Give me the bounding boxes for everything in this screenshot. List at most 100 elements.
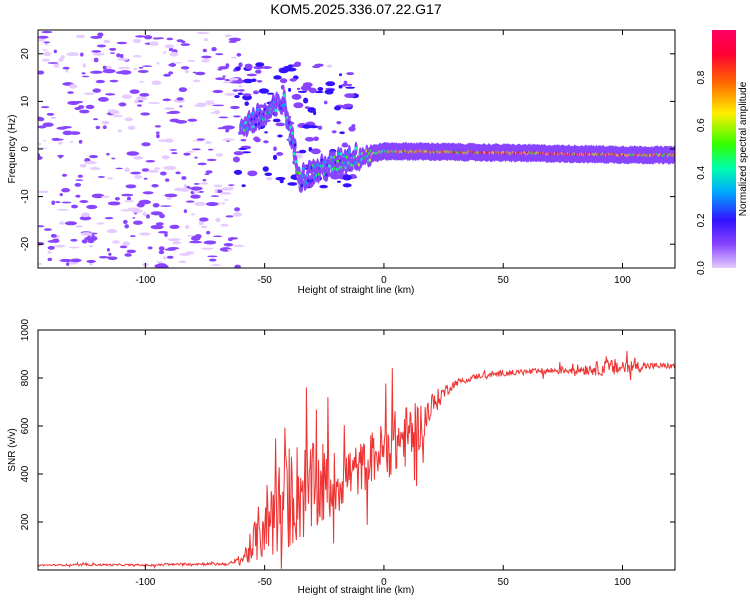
spectrogram-noise-cell (61, 187, 71, 193)
spectrogram-noise-cell (85, 104, 95, 110)
spectrogram-noise-cell (207, 255, 218, 258)
spectrogram-noise-cell (136, 97, 148, 101)
spectrogram-noise-cell (205, 100, 215, 103)
spectrogram-cell (343, 80, 348, 87)
spectrogram-ridge-cell (291, 131, 294, 135)
spectrogram-cell (345, 86, 356, 89)
spectrogram-noise-cell (117, 129, 122, 133)
snr-x-axis-label: Height of straight line (km) (298, 585, 415, 596)
snr-background (38, 330, 675, 570)
spectrogram-noise-cell (130, 171, 142, 175)
spectrogram-noise-cell (89, 166, 101, 171)
spectrogram-noise-cell (232, 89, 239, 92)
spectrogram-cell (327, 88, 336, 91)
spectrogram-noise-cell (142, 65, 153, 67)
spectrogram-noise-cell (233, 212, 242, 217)
spectrogram-noise-cell (194, 71, 206, 76)
spectrogram-noise-cell (162, 98, 172, 102)
spectrogram-noise-cell (75, 179, 84, 182)
snr-y-axis-label: SNR (v/v) (7, 428, 18, 471)
spectrogram-noise-cell (180, 66, 190, 70)
spectrogram-noise-cell (161, 155, 170, 160)
spectrogram-noise-cell (138, 66, 144, 69)
spectrogram-noise-cell (155, 131, 160, 134)
spectrogram-noise-cell (41, 30, 53, 34)
spectrogram-noise-cell (149, 41, 159, 46)
spectrogram-noise-cell (117, 57, 129, 61)
spectrogram-noise-cell (163, 73, 171, 77)
spectrogram-cell (238, 62, 243, 68)
spectrogram-noise-cell (217, 68, 223, 71)
spectrogram-noise-cell (206, 158, 217, 162)
spectrogram-noise-cell (146, 214, 150, 219)
spectrogram-noise-cell (123, 219, 128, 224)
spectrogram-noise-cell (133, 220, 143, 225)
spectrogram-noise-cell (127, 125, 136, 131)
spectrogram-noise-cell (187, 150, 195, 153)
spectrogram-cell (263, 140, 269, 144)
spectrogram-noise-cell (209, 258, 217, 262)
spectrogram-noise-cell (109, 47, 117, 51)
spectrogram-noise-cell (137, 69, 149, 73)
spectrogram-cell (312, 65, 321, 69)
colorbar-tick-label: 0.8 (696, 70, 707, 84)
spectrogram-noise-cell (124, 167, 130, 173)
spectrogram-noise-cell (117, 66, 131, 70)
spectrogram-noise-cell (200, 182, 209, 185)
spectrogram-noise-cell (187, 118, 198, 122)
spectrogram-noise-cell (135, 35, 146, 38)
x-tick-label: -50 (257, 577, 272, 588)
spectrogram-noise-cell (126, 249, 137, 254)
spectrogram-noise-cell (215, 77, 226, 81)
spectrogram-noise-cell (124, 117, 133, 122)
spectrogram-noise-cell (97, 97, 109, 102)
spectrogram-noise-cell (134, 175, 143, 179)
spectrogram-noise-cell (80, 232, 92, 236)
snr-y-ticks: 200 400 600 800 1000 (20, 318, 675, 530)
spectrogram-noise-cell (65, 68, 69, 73)
spectrogram-noise-cell (58, 155, 63, 159)
spectrogram-noise-cell (38, 117, 45, 122)
spectrogram-noise-cell (192, 148, 201, 151)
spectrogram-cell (303, 97, 309, 104)
spectrogram-noise-cell (213, 235, 223, 238)
spectrogram-noise-cell (202, 48, 207, 53)
spectrogram-noise-cell (223, 199, 229, 201)
spectrogram-noise-cell (169, 149, 178, 151)
spectrogram-noise-cell (143, 177, 148, 180)
spectrogram-noise-cell (81, 239, 88, 244)
spectrogram-noise-cell (160, 205, 172, 207)
spectrogram-noise-cell (41, 58, 50, 62)
spectrogram-cell (300, 85, 312, 91)
spectrogram-noise-cell (112, 240, 120, 244)
spectrogram-noise-cell (202, 178, 207, 182)
spectrogram-noise-cell (165, 111, 176, 114)
spectrogram-cell (276, 152, 284, 156)
spectrogram-noise-cell (189, 186, 203, 191)
spectrogram-noise-cell (83, 92, 96, 96)
spectrogram-ridge-cell (254, 123, 258, 127)
spectrogram-noise-cell (215, 153, 224, 157)
spectrogram-noise-cell (91, 193, 105, 199)
x-tick-label: 50 (498, 577, 510, 588)
spectrogram-cell (279, 179, 284, 184)
spectrogram-noise-cell (122, 241, 130, 246)
spectrogram-noise-cell (84, 160, 97, 165)
snr-series-line (38, 350, 675, 569)
spectrogram-noise-cell (64, 221, 77, 226)
spectrogram-noise-cell (168, 71, 174, 75)
spectrogram-noise-cell (214, 109, 221, 115)
spectrogram-noise-cell (139, 92, 150, 97)
spectrogram-noise-cell (105, 93, 116, 96)
spectrogram-noise-cell (224, 34, 232, 38)
snr-x-ticks: -100 -50 0 50 100 (135, 330, 631, 588)
spectrogram-noise-cell (58, 141, 63, 145)
spectrogram-noise-cell (119, 245, 128, 249)
spectrogram-cell (266, 92, 275, 95)
spectrogram-cells (38, 30, 675, 268)
spectrogram-noise-cell (38, 143, 42, 145)
spectrogram-cell (346, 72, 355, 76)
spectrogram-cell (326, 64, 333, 68)
